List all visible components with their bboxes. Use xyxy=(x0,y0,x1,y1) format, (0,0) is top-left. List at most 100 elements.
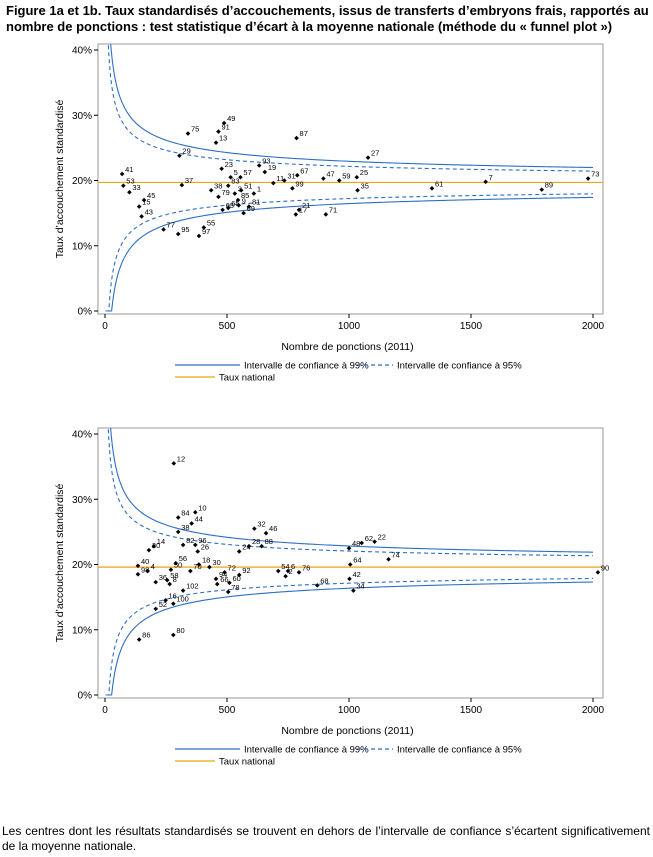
data-point-label: 45 xyxy=(147,191,155,200)
data-point-label: 33 xyxy=(132,183,140,192)
data-point xyxy=(225,183,231,189)
data-point xyxy=(296,570,302,575)
data-point-label: 91 xyxy=(221,123,229,132)
data-point xyxy=(173,560,179,566)
data-point xyxy=(236,572,242,578)
x-tick-label: 500 xyxy=(219,321,236,332)
data-point xyxy=(321,176,326,181)
data-point-label: 43 xyxy=(145,207,153,216)
data-point xyxy=(238,174,243,180)
data-point xyxy=(151,543,157,549)
data-point xyxy=(153,606,159,612)
data-point xyxy=(228,174,233,180)
data-point-label: 96 xyxy=(198,536,206,545)
funnel-plot-1a: 0% 10% 20% 30% 40% 0 500 1000 1500 2000 Nombre de … xyxy=(54,43,605,384)
data-point xyxy=(196,233,202,239)
confidence-curves xyxy=(105,44,594,312)
data-point xyxy=(429,186,435,191)
data-point-label: 16 xyxy=(169,591,177,600)
data-point-label: 44 xyxy=(195,514,203,523)
data-point-label: 5 xyxy=(234,168,238,177)
data-point-label: 92 xyxy=(242,566,250,575)
data-point xyxy=(259,543,264,549)
data-point-label: 32 xyxy=(257,520,265,529)
data-point xyxy=(119,171,125,177)
data-point xyxy=(225,589,231,595)
data-point xyxy=(347,562,353,567)
data-point-label: 41 xyxy=(125,165,133,174)
data-point-label: 74 xyxy=(392,550,400,559)
data-point-label: 66 xyxy=(220,575,228,584)
data-point-label: 48 xyxy=(352,539,360,548)
data-point-label: 19 xyxy=(268,163,276,172)
data-point-label: 80 xyxy=(176,626,184,635)
data-point-label: 78 xyxy=(231,583,239,592)
data-point xyxy=(188,568,193,574)
data-point xyxy=(275,568,281,574)
data-point xyxy=(359,540,364,546)
x-tick-label: 0 xyxy=(102,705,108,716)
ci95-upper-curve xyxy=(107,428,594,557)
figure-title: Figure 1a et 1b. Taux standardisés d’acc… xyxy=(6,3,649,34)
data-point xyxy=(161,227,166,232)
data-point xyxy=(347,576,352,582)
data-point-label: 46 xyxy=(269,524,277,533)
data-point xyxy=(177,153,182,159)
data-point xyxy=(354,174,360,180)
data-point-label: 77 xyxy=(167,220,175,229)
data-point-label: 55 xyxy=(207,218,215,227)
x-tick-label: 2000 xyxy=(582,321,605,332)
data-point xyxy=(238,187,244,193)
data-point-label: 57 xyxy=(243,168,251,177)
data-point xyxy=(135,571,141,577)
data-point xyxy=(372,539,377,544)
data-point-label: 100 xyxy=(176,595,189,604)
data-point-label: 67 xyxy=(300,166,308,175)
data-point-label: 18 xyxy=(202,556,210,565)
data-point-label: 15 xyxy=(142,198,150,207)
data-point xyxy=(386,556,391,562)
data-point-label: 69 xyxy=(247,204,255,213)
data-point-label: 17 xyxy=(299,205,307,214)
data-point xyxy=(595,570,601,575)
data-point-label: 58 xyxy=(170,571,178,580)
data-point-label: 85 xyxy=(241,191,249,200)
data-point-label: 6 xyxy=(291,562,295,571)
data-point xyxy=(365,155,371,160)
data-point xyxy=(285,568,291,574)
data-point xyxy=(139,214,144,219)
data-point xyxy=(221,120,227,126)
data-point-label: 28 xyxy=(252,537,260,546)
data-point-label: 81 xyxy=(252,198,260,207)
data-point-label: 12 xyxy=(177,454,185,463)
x-tick-label: 500 xyxy=(219,705,236,716)
data-point-label: 79 xyxy=(221,188,229,197)
data-point xyxy=(175,529,181,535)
data-point-label: 11 xyxy=(276,174,284,183)
y-tick-label: 20% xyxy=(72,176,92,187)
data-point xyxy=(192,510,198,515)
data-point xyxy=(146,547,152,553)
legend-ci95-label: Intervalle de confiance à 95% xyxy=(397,745,522,756)
data-point-label: 99 xyxy=(295,179,303,188)
data-point xyxy=(220,207,225,213)
data-point-label: 68 xyxy=(320,576,328,585)
data-point-label: 50 xyxy=(174,561,182,570)
data-point xyxy=(290,186,295,191)
confidence-curves xyxy=(105,428,594,696)
x-tick-label: 1500 xyxy=(460,321,483,332)
data-point xyxy=(294,135,299,141)
x-tick-label: 2000 xyxy=(582,705,605,716)
data-point-label: 75 xyxy=(191,125,199,134)
data-point xyxy=(213,140,219,145)
ci95-lower-curve xyxy=(105,577,594,696)
data-point-label: 82 xyxy=(186,536,194,545)
data-point-label: 49 xyxy=(227,114,235,123)
data-point xyxy=(163,598,168,603)
data-point-label: 64 xyxy=(353,556,361,565)
data-point-label: 29 xyxy=(182,147,190,156)
data-point xyxy=(185,131,191,136)
data-point-label: 38 xyxy=(181,523,189,532)
data-point-label: 10 xyxy=(198,503,206,512)
data-point xyxy=(201,225,207,230)
